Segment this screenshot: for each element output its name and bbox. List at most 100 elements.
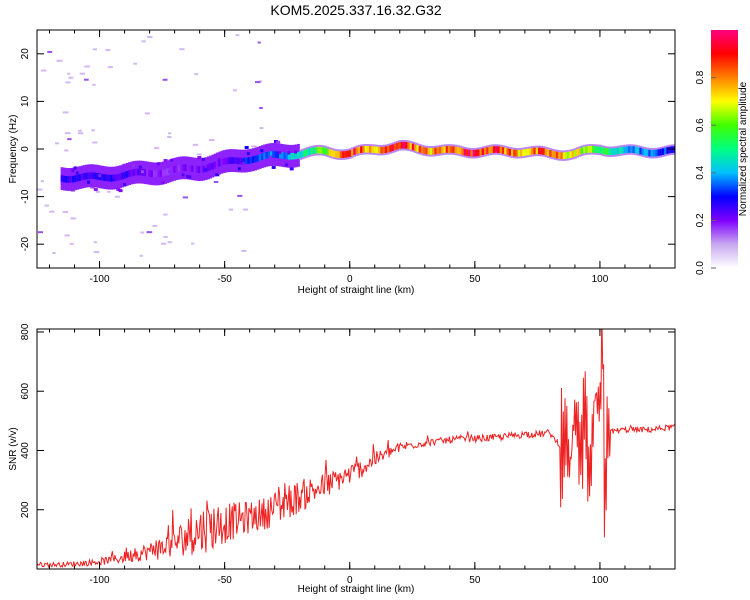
spectrogram-cell — [441, 146, 444, 154]
noise-cell — [91, 129, 95, 132]
snr-y-ticks: 200 400 600 800 — [20, 323, 675, 518]
spectrogram-cell — [87, 172, 91, 180]
noise-cell — [228, 208, 234, 211]
spectrogram-cell — [252, 156, 255, 163]
spectrogram-cell — [499, 146, 503, 154]
spectrogram-cell — [260, 149, 265, 153]
spectrogram-cell — [289, 167, 294, 171]
noise-cell — [64, 234, 70, 237]
noise-cell — [182, 196, 188, 199]
spectrogram-cell — [542, 148, 546, 155]
spectrogram-cell — [132, 169, 136, 176]
spectrogram-cell — [569, 151, 573, 158]
spectrogram-cell — [175, 165, 179, 172]
spectrogram-cell — [565, 152, 568, 159]
spectrogram-cell — [170, 158, 175, 162]
spectrogram-cell — [477, 149, 480, 157]
spectrogram-cell — [83, 173, 86, 180]
spectrogram-cell — [418, 145, 422, 153]
spectrogram-cell — [481, 148, 485, 156]
spectrogram-cell — [533, 147, 537, 155]
spectrogram-cell — [294, 150, 299, 154]
spectrogram-cell — [128, 170, 131, 177]
noise-cell — [232, 89, 237, 92]
spectrogram-cell — [299, 151, 303, 159]
spectrogram-cell — [89, 172, 93, 179]
spectrogram-cell — [328, 149, 332, 156]
spectrogram-cell — [348, 150, 352, 157]
noise-cell — [161, 242, 167, 245]
spectrogram-cell — [357, 146, 361, 154]
snr-frame — [36, 328, 676, 570]
spectrogram-cell — [285, 152, 289, 160]
spectrogram-cell — [139, 168, 143, 176]
snr-series-line — [37, 329, 675, 569]
spectrogram-cell — [537, 147, 541, 155]
y-tick-label: 200 — [20, 501, 31, 518]
spectrogram-cell — [69, 176, 73, 183]
noise-cell — [147, 35, 153, 38]
spectrogram-cell — [574, 150, 577, 157]
spectrogram-cell — [71, 169, 76, 173]
noise-cell — [192, 143, 199, 146]
spectrogram-cell — [308, 148, 312, 155]
noise-cell — [191, 242, 195, 245]
spectrogram-cell — [632, 146, 636, 154]
noise-cell — [40, 69, 47, 72]
spectrogram-cell — [134, 168, 138, 176]
snr-x-label: Height of straight line (km) — [298, 584, 415, 595]
spectrogram-cell — [603, 147, 607, 155]
spectrogram-cell — [123, 183, 128, 187]
noise-cell — [77, 132, 84, 135]
spectrogram-cell — [265, 151, 269, 159]
spectrogram-cell — [231, 157, 235, 164]
noise-cell — [237, 194, 243, 197]
spectrogram-cell — [391, 144, 395, 152]
noise-cell — [54, 142, 60, 145]
noise-cell — [251, 145, 257, 148]
spectrogram-cell — [271, 165, 276, 169]
spectrogram-cell — [571, 150, 575, 158]
spectrogram-cell — [215, 173, 220, 177]
spectrogram-cell — [191, 165, 195, 173]
spectrogram-cell — [208, 163, 213, 167]
spectrogram-x-label: Height of straight line (km) — [298, 285, 415, 296]
spectrogram-cell — [578, 148, 582, 155]
spectrogram-cell — [234, 157, 237, 165]
spectrogram-cell — [416, 145, 420, 152]
spectrogram-cell — [364, 145, 368, 153]
spectrogram-cell — [93, 188, 98, 192]
spectrogram-cell — [641, 148, 645, 156]
snr-y-label: SNR (v/v) — [8, 427, 19, 470]
spectrogram-cell — [326, 148, 330, 156]
spectrogram-cell — [438, 146, 442, 154]
x-tick-label: -50 — [217, 575, 232, 586]
spectrogram-cell — [547, 149, 550, 157]
spectrogram-cell — [427, 147, 431, 155]
spectrogram-cell — [375, 146, 379, 154]
spectrogram-cell — [294, 152, 298, 160]
spectrogram-cell — [143, 169, 147, 176]
spectrogram-cell — [490, 146, 494, 154]
spectrogram-cell — [344, 151, 348, 158]
spectrogram-cell — [592, 146, 595, 153]
spectrogram-cell — [92, 172, 95, 180]
spectrogram-cell — [486, 147, 490, 154]
spectrogram-cell — [355, 147, 359, 155]
spectrogram-cell — [218, 159, 222, 167]
spectrogram-cell — [333, 150, 336, 158]
spectrogram-cell — [73, 166, 78, 170]
y-tick-label: 800 — [20, 323, 31, 340]
spectrogram-cell — [506, 148, 510, 155]
spectrogram-cell — [382, 146, 386, 154]
spectrogram-cell — [450, 146, 453, 153]
noise-cell — [84, 65, 90, 68]
spectrogram-cell — [378, 146, 381, 154]
spectrogram-cell — [197, 166, 201, 173]
spectrogram-cell — [87, 180, 92, 184]
spectrogram-cell — [141, 170, 146, 174]
noise-cell — [107, 190, 111, 193]
colorbar: 0.0 0.2 0.4 0.6 0.8 Normalized spectral ampl… — [695, 30, 749, 275]
spectrogram-cell — [85, 172, 89, 180]
spectrogram-cell — [283, 152, 287, 160]
